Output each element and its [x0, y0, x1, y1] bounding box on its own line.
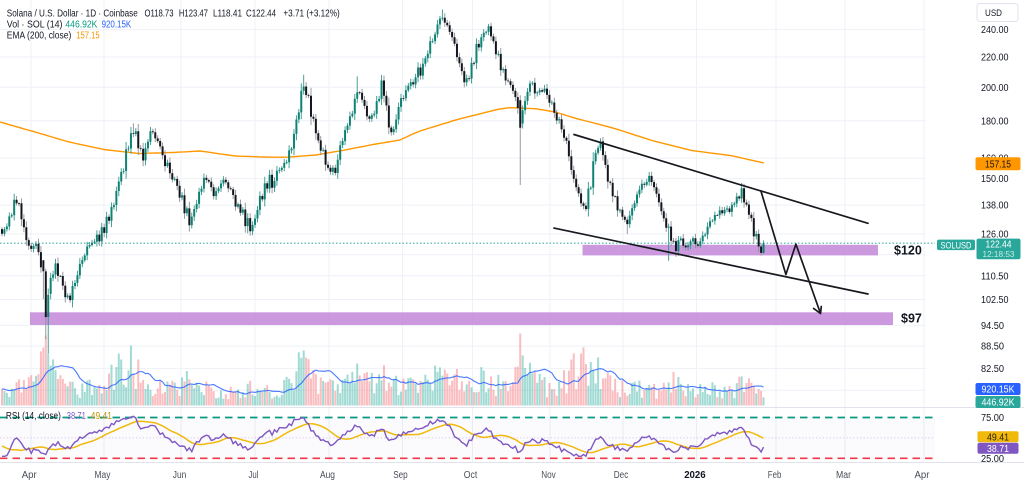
svg-text:88.50: 88.50 — [981, 342, 1004, 353]
svg-text:Feb: Feb — [768, 470, 782, 481]
svg-text:Oct: Oct — [464, 470, 478, 481]
svg-text:220.00: 220.00 — [981, 53, 1009, 64]
svg-text:Aug: Aug — [320, 470, 335, 481]
svg-text:$97: $97 — [901, 312, 922, 326]
svg-text:920.15K: 920.15K — [102, 19, 132, 30]
svg-text:25.00: 25.00 — [981, 454, 1004, 465]
svg-text:122.44: 122.44 — [986, 239, 1012, 250]
svg-text:H123.47: H123.47 — [179, 8, 208, 19]
svg-text:Jul: Jul — [249, 470, 259, 481]
svg-text:157.15: 157.15 — [985, 159, 1011, 170]
svg-text:157.15: 157.15 — [76, 30, 100, 41]
svg-text:138.00: 138.00 — [981, 201, 1009, 212]
svg-text:38.71: 38.71 — [67, 411, 86, 422]
svg-text:446.92K: 446.92K — [982, 398, 1015, 409]
svg-text:126.00: 126.00 — [981, 230, 1009, 241]
svg-text:RSI (14, close): RSI (14, close) — [6, 411, 61, 422]
svg-text:$120: $120 — [894, 244, 922, 258]
svg-text:49.41: 49.41 — [91, 411, 112, 422]
svg-text:Dec: Dec — [614, 470, 629, 481]
svg-text:O118.73: O118.73 — [145, 8, 174, 19]
svg-text:240.00: 240.00 — [981, 25, 1009, 36]
svg-text:94.50: 94.50 — [981, 321, 1004, 332]
svg-text:Solana / U.S. Dollar · 1D · Co: Solana / U.S. Dollar · 1D · Coinbase — [7, 8, 138, 19]
svg-text:Nov: Nov — [541, 470, 556, 481]
svg-text:110.50: 110.50 — [981, 271, 1009, 282]
svg-text:+3.71 (+3.12%): +3.71 (+3.12%) — [283, 8, 339, 19]
svg-text:200.00: 200.00 — [981, 83, 1009, 94]
svg-text:75.00: 75.00 — [981, 413, 1004, 424]
svg-text:446.92K: 446.92K — [65, 19, 97, 30]
svg-text:102.50: 102.50 — [981, 295, 1009, 306]
svg-text:49.41: 49.41 — [987, 432, 1009, 443]
svg-text:Sep: Sep — [393, 470, 408, 481]
svg-text:Vol · SOL (14): Vol · SOL (14) — [7, 19, 63, 30]
svg-text:L118.41: L118.41 — [213, 8, 242, 19]
svg-text:12:18:53: 12:18:53 — [983, 249, 1015, 259]
svg-text:Jun: Jun — [173, 470, 187, 481]
svg-text:38.71: 38.71 — [987, 444, 1009, 455]
svg-text:Apr: Apr — [915, 470, 931, 481]
svg-text:150.00: 150.00 — [981, 174, 1009, 185]
svg-text:Mar: Mar — [836, 470, 852, 481]
svg-text:SOLUSD: SOLUSD — [941, 240, 972, 251]
svg-text:920.15K: 920.15K — [982, 385, 1015, 396]
svg-text:2026: 2026 — [684, 470, 706, 481]
svg-text:EMA (200, close): EMA (200, close) — [7, 30, 72, 41]
svg-text:Apr: Apr — [22, 470, 38, 481]
svg-text:C122.44: C122.44 — [246, 8, 276, 19]
svg-text:USD: USD — [985, 8, 1002, 19]
svg-text:180.00: 180.00 — [981, 116, 1009, 127]
svg-text:May: May — [95, 470, 111, 481]
svg-text:82.50: 82.50 — [981, 364, 1004, 375]
